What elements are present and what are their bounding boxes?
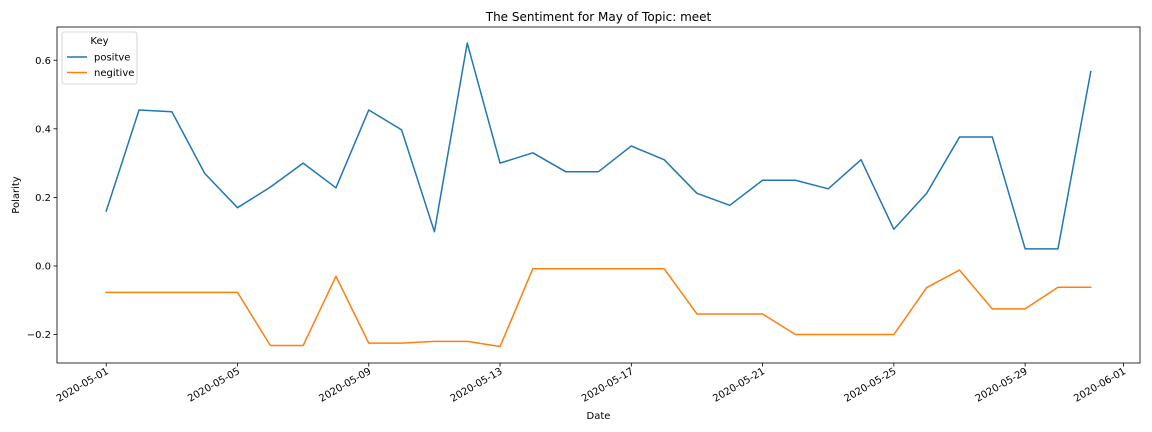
legend-box (61, 31, 138, 85)
y-tick-label: −0.2 (27, 330, 51, 341)
legend-title: Key (90, 36, 108, 47)
y-tick-label: 0.0 (35, 261, 51, 272)
y-axis: −0.2 0.0 0.2 0.4 0.6 (27, 56, 57, 341)
y-tick-label: 0.4 (35, 124, 51, 135)
plot-frame (56, 26, 1141, 364)
plot-area (56, 26, 1141, 364)
legend: Key positve negitive (61, 31, 138, 85)
y-tick-label: 0.6 (35, 56, 51, 67)
y-axis-title: Polarity (11, 176, 22, 214)
legend-label-positve: positve (94, 53, 130, 64)
x-axis-title: Date (587, 411, 611, 422)
series-layer (105, 42, 1092, 348)
chart-title: The Sentiment for May of Topic: meet (485, 10, 712, 24)
legend-label-negitive: negitive (94, 68, 134, 79)
y-tick-label: 0.2 (35, 193, 51, 204)
